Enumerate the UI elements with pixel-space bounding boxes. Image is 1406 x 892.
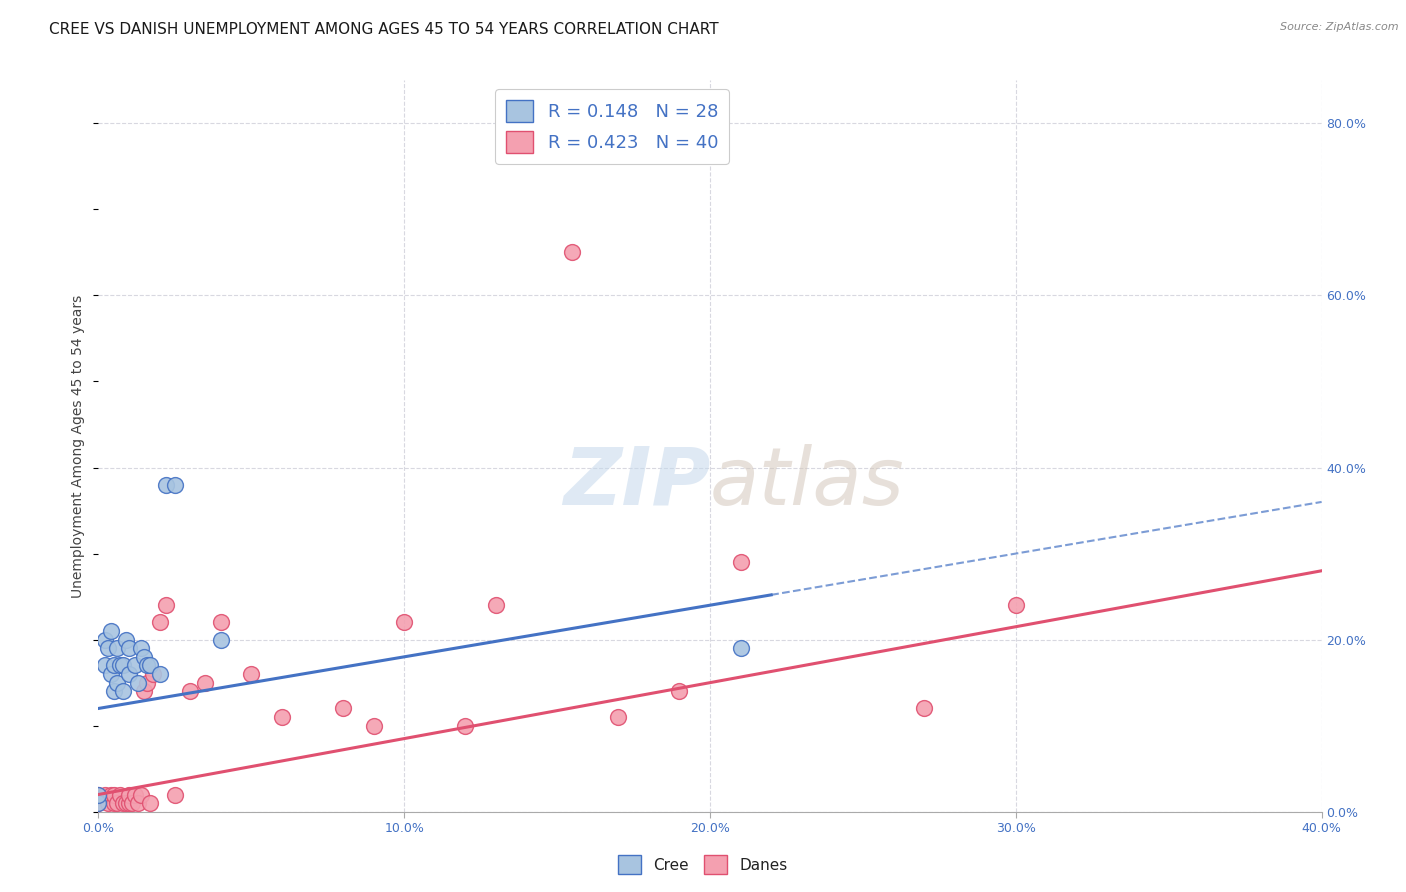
Point [93, 658, 115, 673]
Point [134, 684, 156, 698]
Point [124, 658, 146, 673]
Point [115, 796, 138, 810]
Point [103, 796, 125, 810]
Point [103, 684, 125, 698]
Point [163, 477, 186, 491]
Point [111, 658, 134, 673]
Point [139, 796, 162, 810]
Point [163, 788, 186, 802]
Legend: Cree, Danes: Cree, Danes [612, 849, 794, 880]
Point [118, 667, 141, 681]
Point [127, 675, 149, 690]
Point [209, 632, 232, 647]
Point [730, 555, 752, 569]
Point [87, 788, 110, 802]
Point [485, 598, 508, 612]
Point [607, 710, 630, 724]
Text: atlas: atlas [710, 443, 905, 522]
Point [134, 649, 156, 664]
Point [668, 684, 690, 698]
Point [1004, 598, 1026, 612]
Point [912, 701, 935, 715]
Text: ZIP: ZIP [562, 443, 710, 522]
Point [129, 641, 152, 656]
Point [454, 719, 477, 733]
Point [155, 598, 177, 612]
Point [149, 667, 172, 681]
Point [103, 658, 125, 673]
Point [108, 788, 131, 802]
Point [129, 788, 152, 802]
Point [111, 796, 134, 810]
Point [136, 658, 159, 673]
Point [149, 615, 172, 630]
Point [105, 641, 128, 656]
Point [121, 796, 143, 810]
Point [93, 632, 115, 647]
Point [105, 796, 128, 810]
Point [155, 477, 177, 491]
Point [240, 667, 263, 681]
Point [561, 245, 583, 260]
Point [363, 719, 385, 733]
Point [108, 658, 131, 673]
Point [93, 788, 115, 802]
Point [115, 632, 138, 647]
Point [136, 675, 159, 690]
Point [194, 675, 217, 690]
Point [730, 641, 752, 656]
Point [87, 788, 110, 802]
Point [100, 667, 122, 681]
Point [103, 788, 125, 802]
Point [118, 788, 141, 802]
Point [124, 788, 146, 802]
Point [100, 788, 122, 802]
Legend: R = 0.148   N = 28, R = 0.423   N = 40: R = 0.148 N = 28, R = 0.423 N = 40 [495, 89, 730, 164]
Text: CREE VS DANISH UNEMPLOYMENT AMONG AGES 45 TO 54 YEARS CORRELATION CHART: CREE VS DANISH UNEMPLOYMENT AMONG AGES 4… [49, 22, 718, 37]
Point [118, 641, 141, 656]
Y-axis label: Unemployment Among Ages 45 to 54 years: Unemployment Among Ages 45 to 54 years [72, 294, 86, 598]
Point [87, 796, 110, 810]
Point [87, 796, 110, 810]
Point [97, 641, 120, 656]
Point [118, 796, 141, 810]
Point [100, 624, 122, 638]
Point [139, 658, 162, 673]
Point [179, 684, 201, 698]
Point [332, 701, 354, 715]
Point [392, 615, 416, 630]
Point [97, 796, 120, 810]
Point [105, 675, 128, 690]
Point [111, 684, 134, 698]
Point [142, 667, 165, 681]
Point [270, 710, 292, 724]
Point [209, 615, 232, 630]
Text: Source: ZipAtlas.com: Source: ZipAtlas.com [1281, 22, 1399, 32]
Point [127, 796, 149, 810]
